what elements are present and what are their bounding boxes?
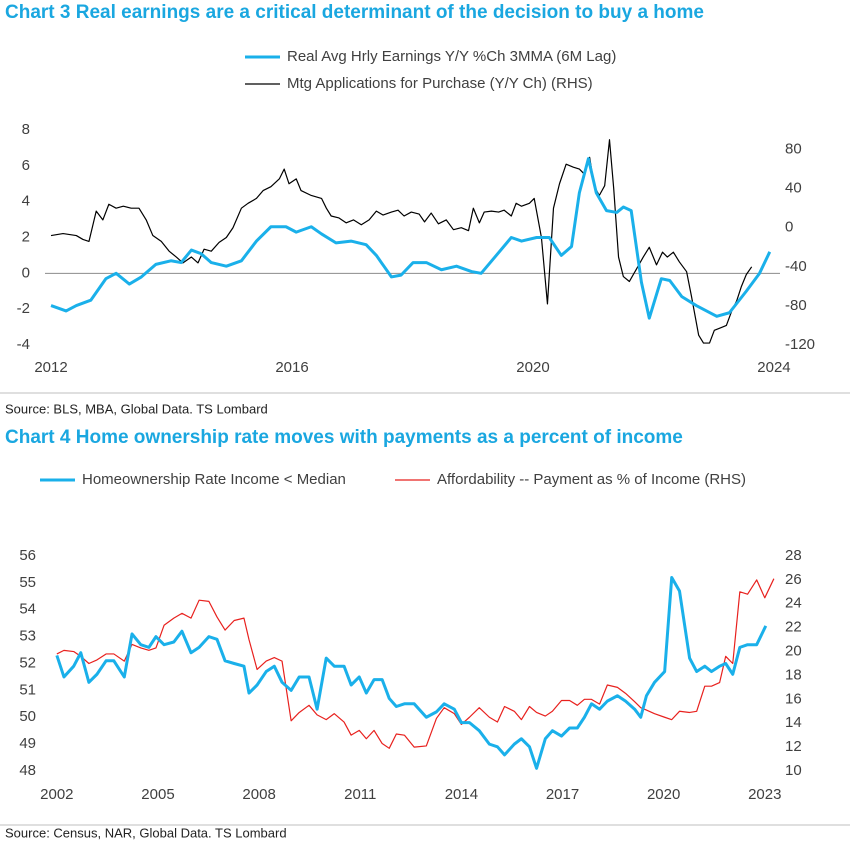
legend-label: Real Avg Hrly Earnings Y/Y %Ch 3MMA (6M … [287,48,616,65]
source-note: Source: BLS, MBA, Global Data. TS Lombar… [5,401,268,416]
chart-title: Chart 3 Real earnings are a critical det… [5,2,704,23]
y2-tick-label: 24 [785,595,802,612]
y-tick-label: 49 [19,735,36,752]
y2-tick-label: -120 [785,336,815,353]
legend-label: Mtg Applications for Purchase (Y/Y Ch) (… [287,75,593,92]
x-tick-label: 2008 [242,786,275,803]
y2-tick-label: 20 [785,643,802,660]
x-tick-label: 2020 [647,786,680,803]
y2-tick-label: 10 [785,762,802,779]
y2-tick-label: 80 [785,141,802,158]
x-tick-label: 2023 [748,786,781,803]
y-tick-label: 4 [22,193,30,210]
y2-tick-label: 0 [785,219,793,236]
chart-title: Chart 4 Home ownership rate moves with p… [5,427,683,448]
y-tick-label: 0 [22,264,30,281]
series-line [56,578,775,749]
y2-tick-label: 18 [785,666,802,683]
y-tick-label: 6 [22,157,30,174]
y-tick-label: 2 [22,228,30,245]
y2-tick-label: 22 [785,619,802,636]
x-tick-label: 2017 [546,786,579,803]
y-tick-label: 52 [19,654,36,671]
y2-tick-label: -80 [785,297,807,314]
y2-tick-label: 16 [785,690,802,707]
x-tick-label: 2016 [275,359,308,376]
y-tick-label: 50 [19,708,36,725]
y-tick-label: 48 [19,762,36,779]
legend-label: Homeownership Rate Income < Median [82,471,346,488]
y-tick-label: -4 [17,336,30,353]
series-line [55,576,768,770]
x-tick-label: 2020 [516,359,549,376]
y2-tick-label: 12 [785,738,802,755]
x-tick-label: 2014 [445,786,478,803]
x-tick-label: 2005 [141,786,174,803]
x-tick-label: 2002 [40,786,73,803]
source-note: Source: Census, NAR, Global Data. TS Lom… [5,825,287,840]
series-line [50,157,772,320]
y2-tick-label: 26 [785,571,802,588]
y-tick-label: 56 [19,547,36,564]
x-tick-label: 2012 [34,359,67,376]
y2-tick-label: 40 [785,180,802,197]
x-tick-label: 2011 [344,786,376,803]
y2-tick-label: 14 [785,714,802,731]
y-tick-label: 55 [19,574,36,591]
x-tick-label: 2024 [757,359,790,376]
y-tick-label: 53 [19,628,36,645]
legend-label: Affordability -- Payment as % of Income … [437,471,746,488]
y-tick-label: 8 [22,121,30,138]
series-line [50,139,753,344]
y-tick-label: 54 [19,601,36,618]
y2-tick-label: -40 [785,258,807,275]
y-tick-label: 51 [19,681,36,698]
y-tick-label: -2 [17,300,30,317]
y2-tick-label: 28 [785,547,802,564]
